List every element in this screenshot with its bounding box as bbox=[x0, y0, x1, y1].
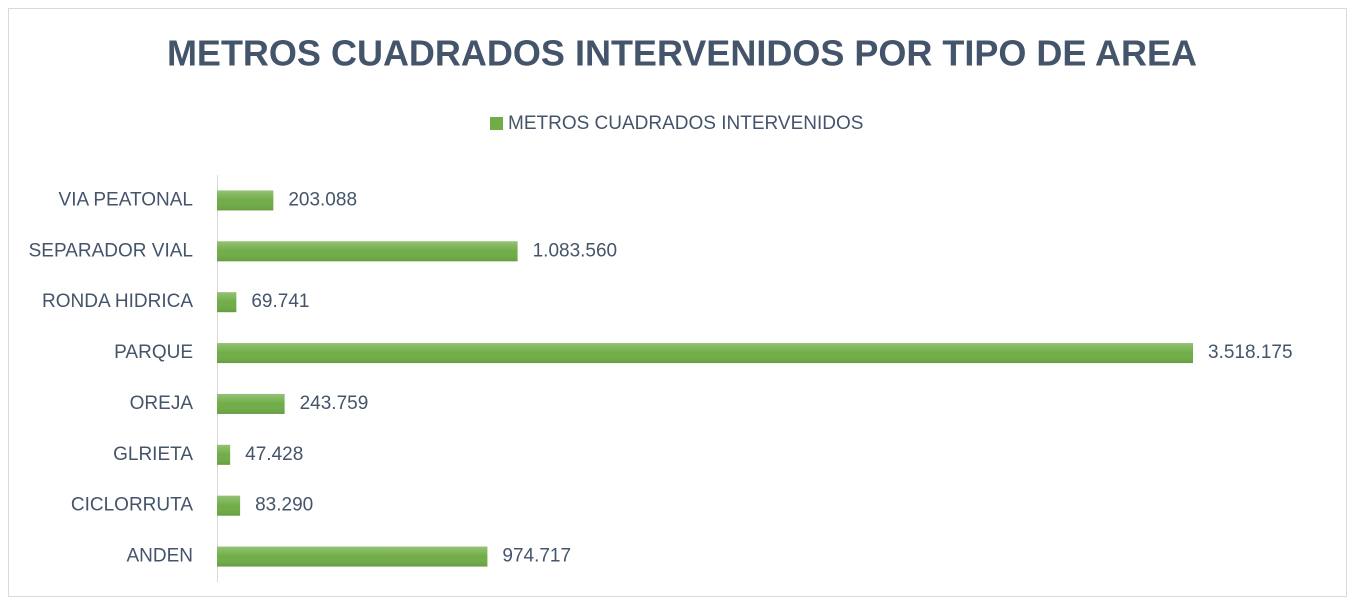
y-tick-label: VIA PEATONAL bbox=[59, 189, 193, 210]
data-label: 47.428 bbox=[245, 444, 303, 465]
bar-shade bbox=[217, 190, 274, 211]
bar-shade bbox=[217, 292, 237, 313]
y-tick-label: OREJA bbox=[130, 393, 194, 414]
data-label: 3.518.175 bbox=[1208, 342, 1293, 363]
y-tick-label: RONDA HIDRICA bbox=[42, 291, 193, 312]
bar-shade bbox=[217, 241, 518, 262]
data-label: 203.088 bbox=[288, 189, 357, 210]
legend-label: METROS CUADRADOS INTERVENIDOS bbox=[508, 113, 863, 134]
legend-swatch bbox=[490, 117, 503, 130]
data-label: 69.741 bbox=[251, 291, 309, 312]
bar-shade bbox=[217, 393, 285, 414]
y-tick-label: SEPARADOR VIAL bbox=[29, 240, 193, 261]
bar-shade bbox=[217, 495, 241, 516]
data-label: 974.717 bbox=[502, 546, 571, 567]
chart-title: METROS CUADRADOS INTERVENIDOS POR TIPO D… bbox=[167, 33, 1197, 74]
chart-frame bbox=[8, 8, 1347, 597]
y-tick-label: GLRIETA bbox=[113, 444, 193, 465]
y-tick-label: PARQUE bbox=[114, 342, 193, 363]
data-label: 1.083.560 bbox=[533, 240, 618, 261]
bar-shade bbox=[217, 444, 231, 465]
bar-shade bbox=[217, 343, 1193, 364]
y-tick-label: ANDEN bbox=[126, 546, 193, 567]
data-label: 243.759 bbox=[300, 393, 369, 414]
data-label: 83.290 bbox=[255, 495, 313, 516]
y-tick-label: CICLORRUTA bbox=[71, 495, 193, 516]
bar-shade bbox=[217, 546, 488, 567]
